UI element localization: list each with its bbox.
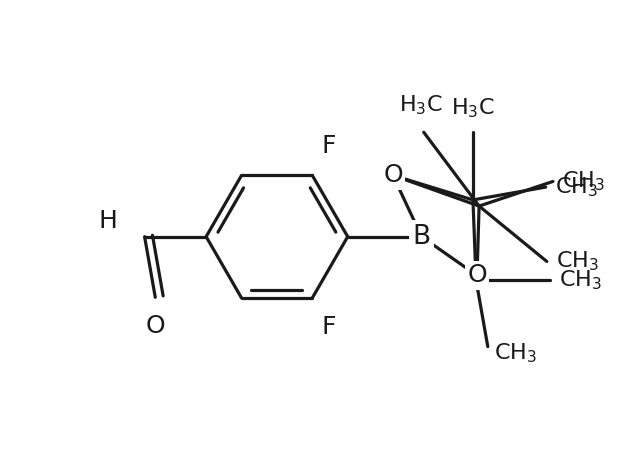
Text: CH$_3$: CH$_3$ (494, 341, 537, 365)
Text: F: F (322, 134, 337, 158)
Text: O: O (467, 264, 487, 288)
Text: O: O (383, 163, 403, 187)
Text: H$_3$C: H$_3$C (451, 96, 495, 120)
Text: CH$_3$: CH$_3$ (559, 268, 602, 292)
Text: CH$_3$: CH$_3$ (556, 250, 599, 273)
Text: O: O (145, 314, 165, 338)
Text: CH$_3$: CH$_3$ (555, 175, 598, 199)
Text: H: H (98, 209, 117, 233)
Text: F: F (322, 315, 337, 339)
Text: B: B (413, 224, 431, 250)
Text: H$_3$C: H$_3$C (399, 93, 442, 117)
Text: CH$_3$: CH$_3$ (562, 170, 605, 193)
